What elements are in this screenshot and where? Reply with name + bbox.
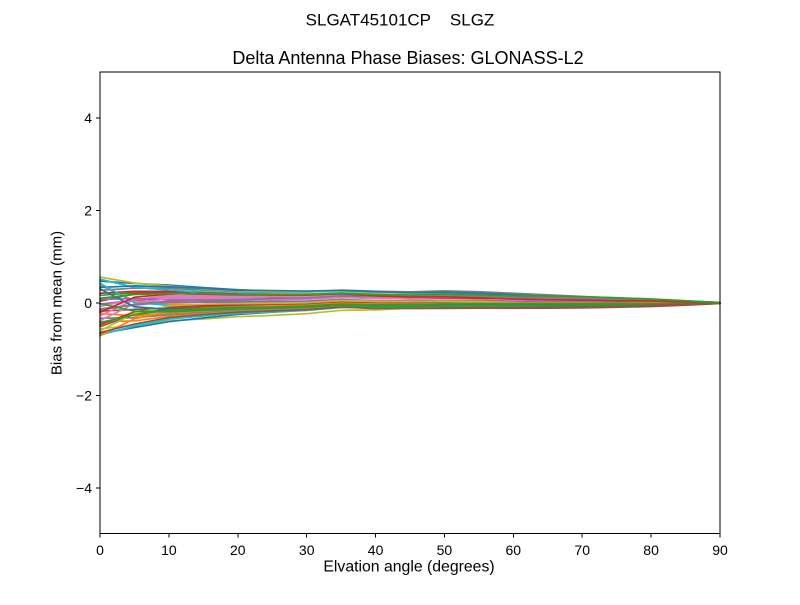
svg-text:50: 50 (437, 542, 453, 558)
svg-text:SLGAT45101CP SLGZ: SLGAT45101CP SLGZ (306, 11, 495, 30)
svg-text:Bias from mean (mm): Bias from mean (mm) (49, 231, 66, 375)
svg-text:40: 40 (368, 542, 384, 558)
svg-text:20: 20 (230, 542, 246, 558)
svg-text:Elvation angle (degrees): Elvation angle (degrees) (323, 559, 494, 576)
svg-text:80: 80 (643, 542, 659, 558)
svg-text:90: 90 (712, 542, 728, 558)
svg-text:0: 0 (96, 542, 104, 558)
svg-text:0: 0 (84, 295, 92, 311)
svg-text:−2: −2 (76, 388, 92, 404)
svg-text:30: 30 (299, 542, 315, 558)
svg-text:4: 4 (84, 110, 92, 126)
svg-text:−4: −4 (76, 480, 92, 496)
svg-text:2: 2 (84, 203, 92, 219)
svg-text:10: 10 (161, 542, 177, 558)
svg-text:70: 70 (574, 542, 590, 558)
svg-text:60: 60 (506, 542, 522, 558)
svg-text:Delta Antenna Phase Biases: GL: Delta Antenna Phase Biases: GLONASS-L2 (232, 48, 583, 68)
